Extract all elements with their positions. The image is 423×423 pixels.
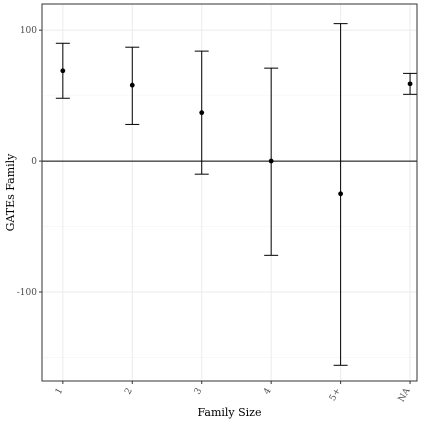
y-tick-label: -100 xyxy=(17,288,37,298)
y-tick-label: 0 xyxy=(31,157,37,167)
plot-border xyxy=(41,3,418,382)
point-estimates xyxy=(60,68,413,197)
y-axis-title: GATEs Family xyxy=(4,153,17,232)
x-tick-label: NA xyxy=(397,386,413,404)
plot-background xyxy=(42,4,417,381)
point-1 xyxy=(60,68,66,74)
x-tick-label: 1 xyxy=(54,387,66,397)
point-2 xyxy=(129,82,135,88)
y-axis-ticks: -100 0 100 xyxy=(17,26,42,298)
x-axis-title: Family Size xyxy=(198,406,262,419)
x-tick-label: 3 xyxy=(193,386,205,396)
point-4 xyxy=(268,158,274,164)
x-tick-label: 5+ xyxy=(328,387,343,404)
x-tick-label: 4 xyxy=(262,386,274,396)
point-5+ xyxy=(338,191,344,197)
y-tick-label: 100 xyxy=(20,26,37,36)
x-axis-ticks: 1 2 3 4 5+ NA xyxy=(54,381,413,404)
x-tick-label: 2 xyxy=(123,387,135,397)
point-NA xyxy=(407,81,413,87)
point-3 xyxy=(199,110,205,116)
